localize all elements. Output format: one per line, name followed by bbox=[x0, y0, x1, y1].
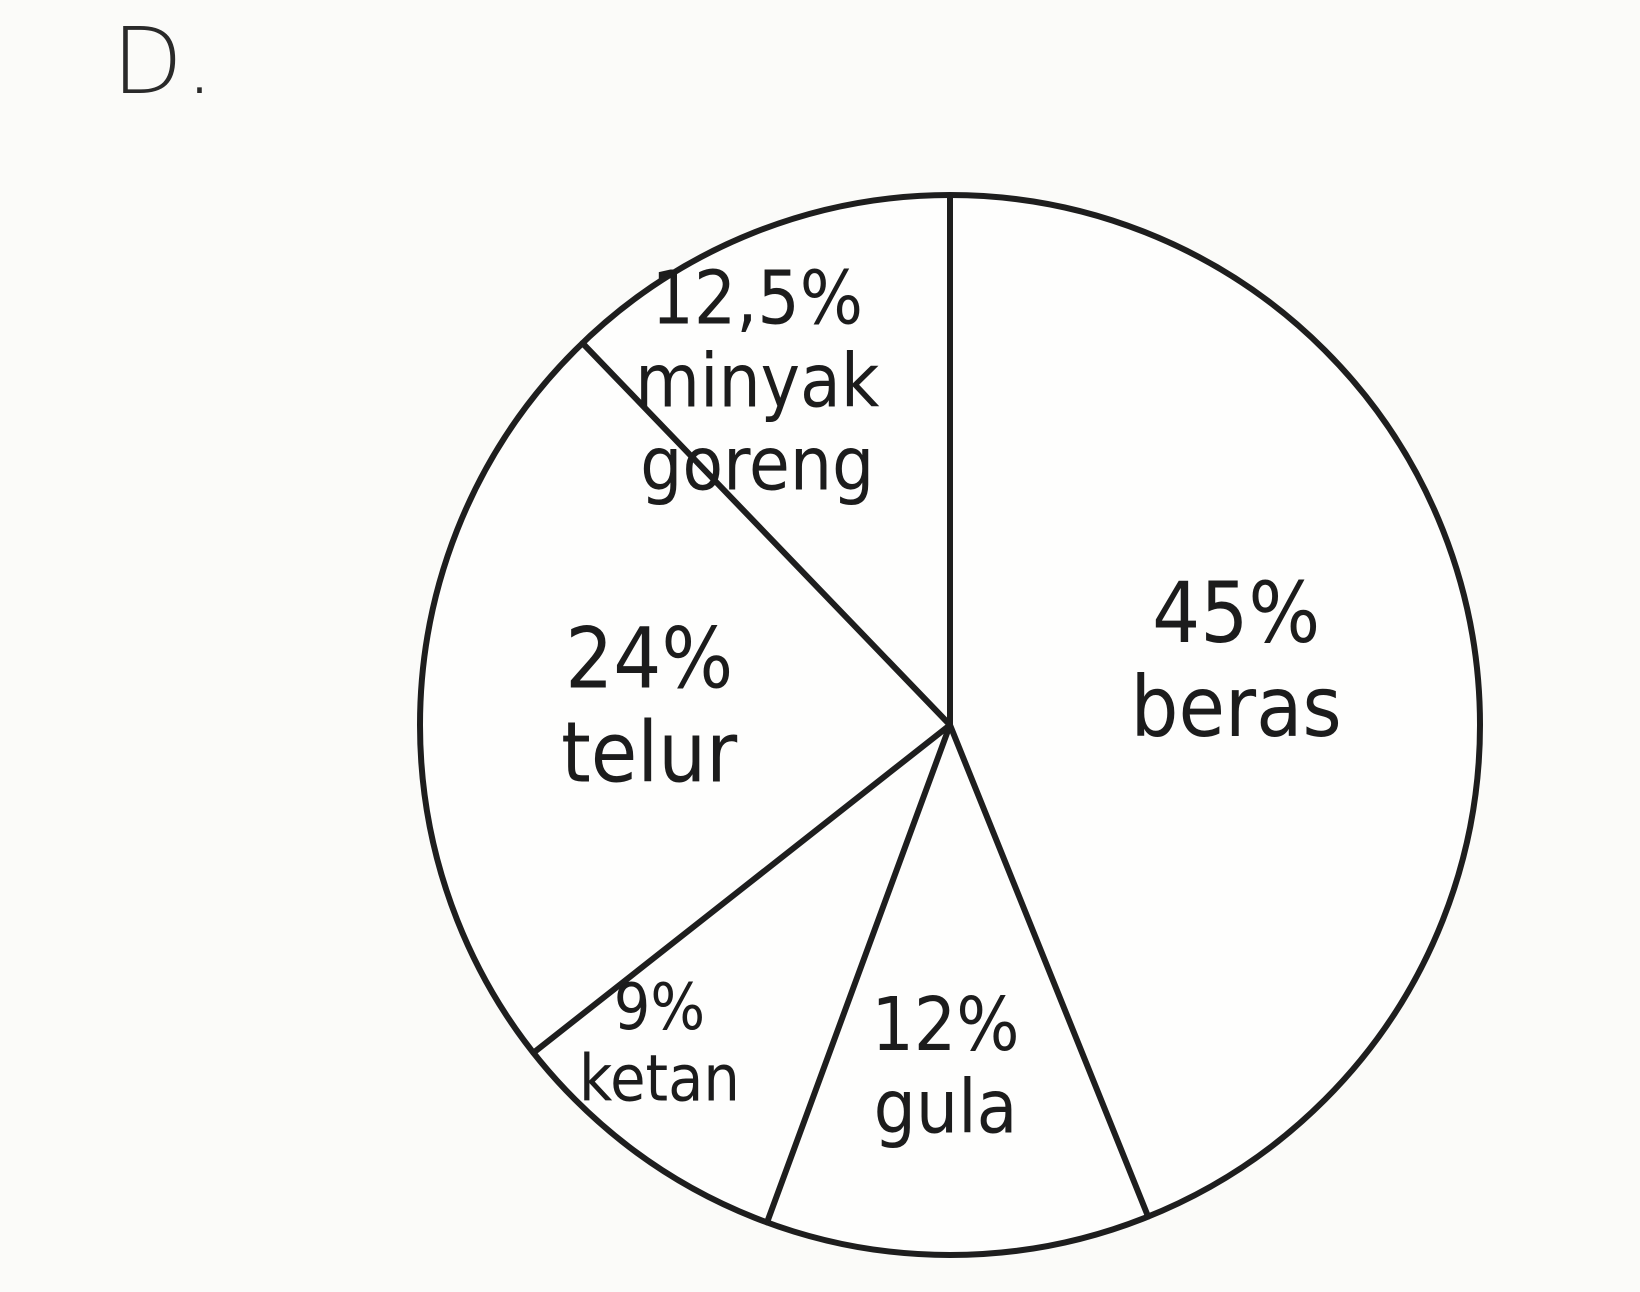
slice-label: 12,5% minyak goreng bbox=[635, 256, 880, 508]
slice-boundary bbox=[579, 340, 953, 728]
slice-category-label: gula bbox=[874, 1065, 1018, 1151]
slice-boundary bbox=[764, 722, 953, 1226]
slice-boundary bbox=[947, 722, 1152, 1220]
slice-category-label: beras bbox=[1131, 658, 1342, 756]
slice-category-label: telur bbox=[561, 703, 738, 801]
slice-category-label: ketan bbox=[579, 1043, 740, 1117]
slice-category-label: goreng bbox=[640, 421, 874, 507]
slice-label: 9% ketan bbox=[579, 971, 740, 1117]
slice-labels: 45% beras 12% gula 9% ketan 24% telur 12,5% minya… bbox=[561, 256, 1342, 1151]
slice-label: 12% gula bbox=[872, 982, 1020, 1151]
slice-value-label: 12% bbox=[872, 982, 1020, 1068]
slice-boundaries bbox=[530, 192, 1152, 1226]
slice-value-label: 45% bbox=[1152, 564, 1320, 662]
slice-value-label: 9% bbox=[614, 971, 705, 1045]
option-letter: D. bbox=[112, 8, 217, 115]
slice-value-label: 24% bbox=[565, 609, 733, 707]
slice-boundary bbox=[530, 722, 953, 1056]
slice-label: 24% telur bbox=[561, 609, 738, 801]
slice-category-label: minyak bbox=[635, 339, 880, 425]
slice-value-label: 12,5% bbox=[652, 256, 863, 342]
slice-label: 45% beras bbox=[1131, 564, 1342, 756]
